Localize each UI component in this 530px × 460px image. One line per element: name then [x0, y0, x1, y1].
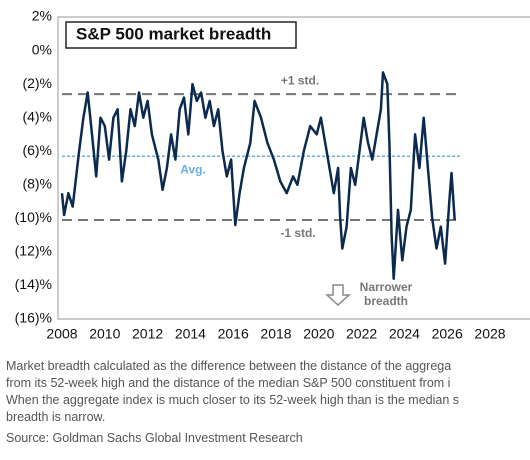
- x-tick-label: 2020: [303, 326, 334, 342]
- annotation: Narrower breadth: [360, 280, 413, 308]
- chart-title: S&P 500 market breadth: [76, 24, 271, 43]
- arrow-icon: [325, 284, 351, 307]
- x-tick-label: 2018: [260, 326, 291, 342]
- x-tick-label: 2014: [175, 326, 206, 342]
- title-box: [65, 21, 297, 49]
- x-tick-label: 2022: [346, 326, 377, 342]
- y-tick-label: (14)%: [15, 276, 52, 292]
- x-tick-label: 2008: [46, 326, 77, 342]
- y-tick-label: (2)%: [22, 75, 52, 91]
- x-tick-label: 2010: [89, 326, 120, 342]
- y-tick-label: (10)%: [15, 209, 52, 225]
- y-tick-label: (16)%: [15, 310, 52, 326]
- note: breadth is narrow.: [6, 410, 105, 424]
- x-tick-label: 2024: [389, 326, 420, 342]
- plot-frame: [57, 16, 530, 320]
- reference-label: -1 std.: [280, 226, 315, 240]
- data-line: [60, 71, 456, 280]
- reference-label: Avg.: [180, 162, 206, 176]
- x-tick-label: 2026: [432, 326, 463, 342]
- y-tick-label: (12)%: [15, 243, 52, 259]
- note: Market breadth calculated as the differe…: [6, 359, 451, 373]
- note: from its 52-week high and the distance o…: [6, 376, 450, 390]
- x-tick-label: 2016: [218, 326, 249, 342]
- y-tick-label: (6)%: [22, 142, 52, 158]
- y-tick-label: (4)%: [22, 108, 52, 124]
- x-tick-label: 2012: [132, 326, 163, 342]
- x-tick-label: 2028: [474, 326, 505, 342]
- y-tick-label: 0%: [32, 41, 52, 57]
- source: Source: Goldman Sachs Global Investment …: [6, 431, 303, 445]
- y-tick-label: 2%: [32, 8, 52, 24]
- note: When the aggregate index is much closer …: [6, 393, 459, 407]
- y-tick-label: (8)%: [22, 175, 52, 191]
- reference-label: +1 std.: [281, 73, 319, 87]
